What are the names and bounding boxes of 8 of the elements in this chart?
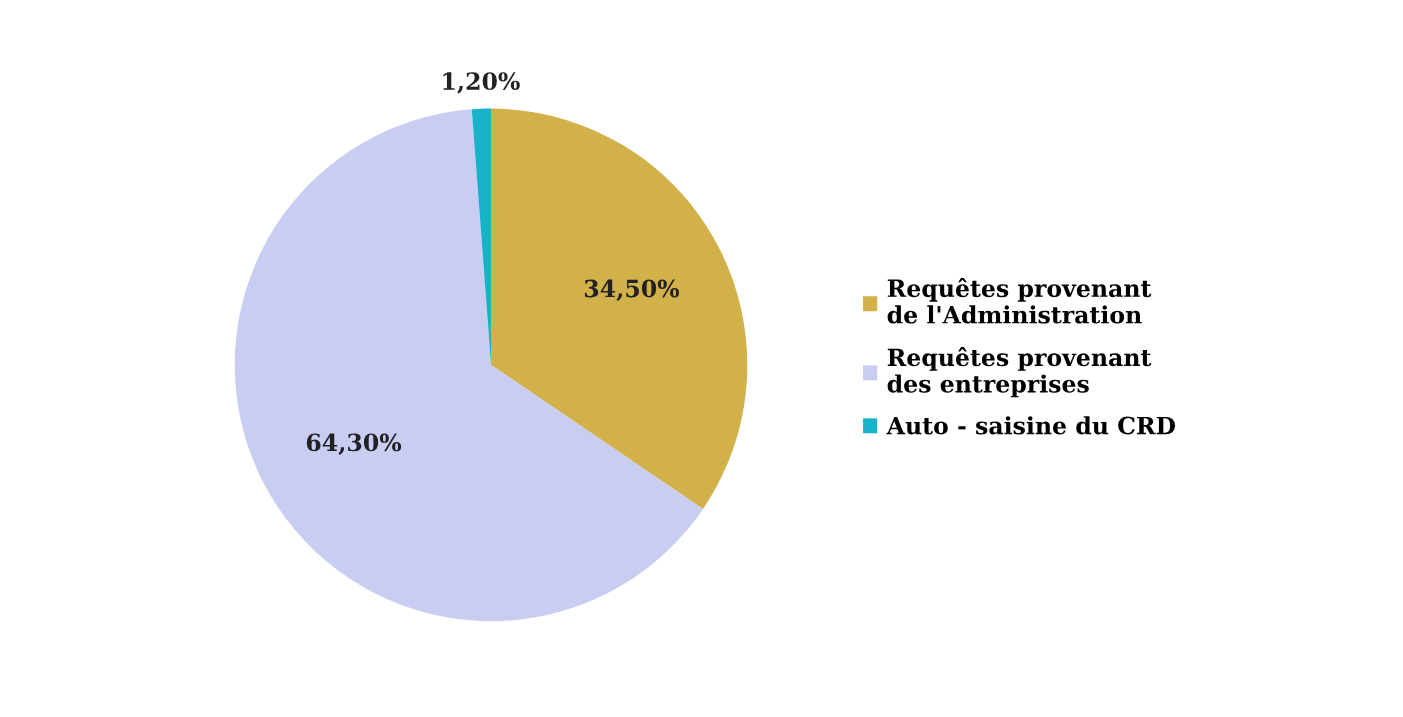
pie-slice (234, 109, 704, 622)
legend-label: Auto - saisine du CRD (886, 416, 1176, 435)
data-label: 1,20% (443, 72, 520, 94)
data-label: 64,30% (306, 433, 402, 455)
pie-slice (491, 108, 748, 509)
legend-label: Requêtes provenant des entreprises (887, 347, 1152, 398)
data-label: 34,50% (584, 279, 680, 301)
legend-label: Requêtes provenant de l'Administration (887, 277, 1152, 324)
